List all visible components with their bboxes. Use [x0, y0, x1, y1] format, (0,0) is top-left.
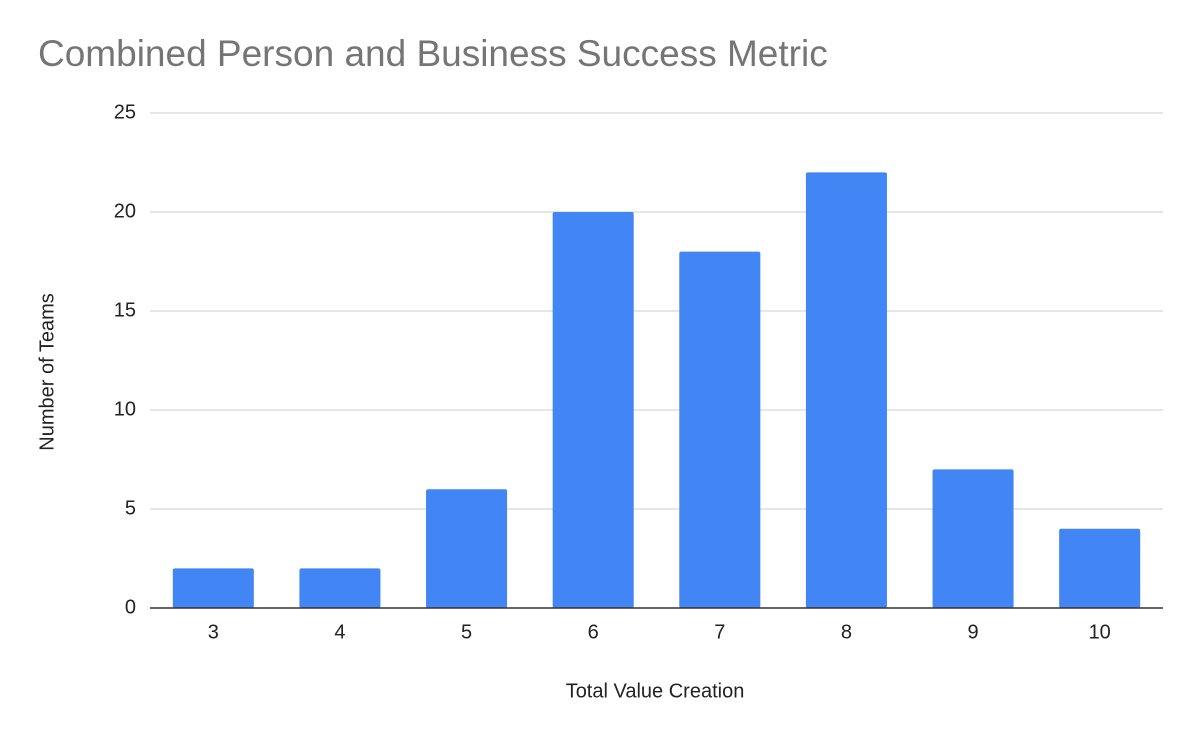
x-tick-label: 6	[588, 621, 599, 643]
x-axis-label: Total Value Creation	[566, 680, 745, 702]
bar	[1059, 528, 1141, 608]
x-tick-label: 7	[714, 621, 725, 643]
bar	[679, 251, 761, 608]
y-tick-label: 10	[114, 398, 136, 420]
bar	[552, 212, 634, 608]
bar	[805, 172, 887, 608]
x-tick-label: 8	[841, 621, 852, 643]
x-tick-label: 4	[334, 621, 345, 643]
chart-title: Combined Person and Business Success Met…	[38, 33, 828, 74]
bar	[932, 469, 1014, 608]
bar	[172, 568, 254, 608]
y-axis-label: Number of Teams	[36, 293, 58, 450]
x-tick-label: 5	[461, 621, 472, 643]
x-tick-label: 9	[968, 621, 979, 643]
y-tick-label: 15	[114, 299, 136, 321]
y-tick-label: 20	[114, 200, 136, 222]
bar	[299, 568, 381, 608]
x-tick-label: 3	[208, 621, 219, 643]
y-tick-label: 0	[125, 596, 136, 618]
y-tick-label: 25	[114, 101, 136, 123]
bar	[426, 489, 508, 608]
x-tick-label: 10	[1089, 621, 1111, 643]
y-tick-label: 5	[125, 497, 136, 519]
